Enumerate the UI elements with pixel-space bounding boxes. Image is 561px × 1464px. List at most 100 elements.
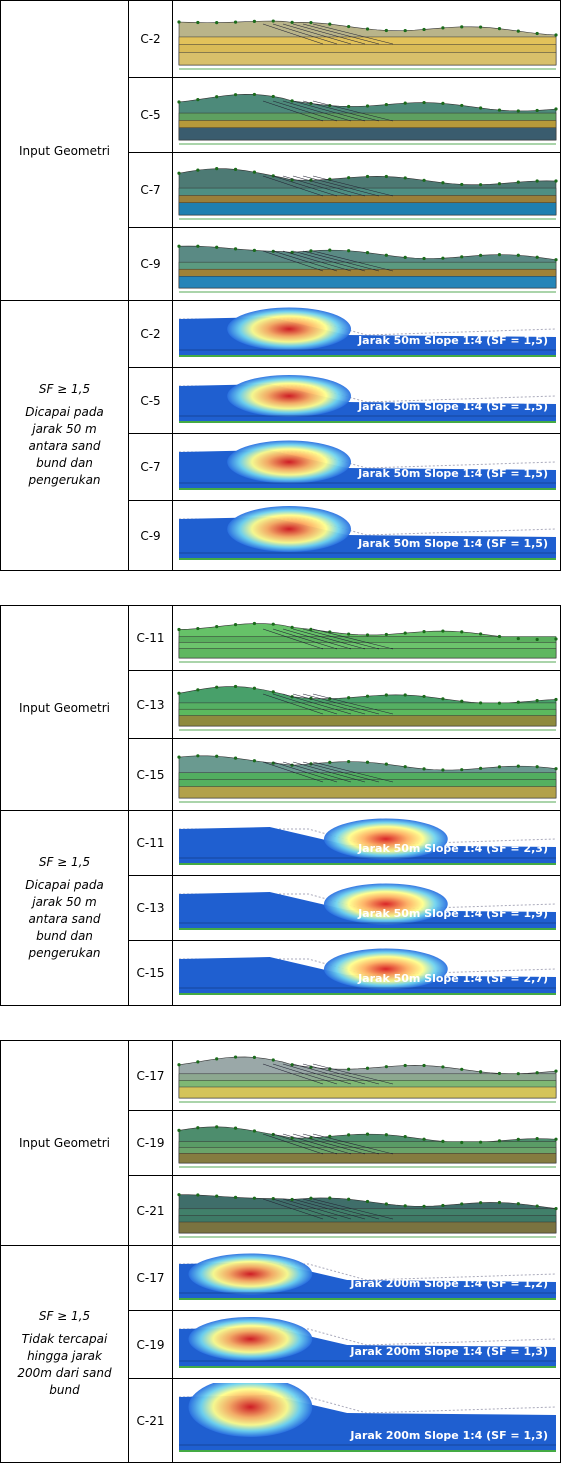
node	[328, 1195, 332, 1200]
line	[292, 628, 366, 649]
row: C-19 Jarak 200m Slope 1:4 (SF = 1,3)	[1, 1310, 561, 1379]
node	[233, 92, 238, 96]
node	[233, 1054, 238, 1059]
image-cell	[172, 738, 561, 811]
section-cell: C-9	[128, 227, 173, 301]
node	[177, 1062, 181, 1066]
node	[271, 622, 275, 626]
line	[272, 175, 338, 196]
row: C-19	[1, 1110, 561, 1176]
image-cell: Jarak 50m Slope 1:4 (SF = 1,5)	[172, 367, 561, 434]
line	[272, 761, 338, 782]
node	[328, 248, 332, 252]
layer	[178, 1221, 557, 1233]
node	[196, 1059, 200, 1063]
node	[403, 175, 407, 180]
image-cell	[172, 152, 561, 228]
line	[292, 100, 366, 121]
row: C-15 Jarak 50m Slope 1:4 (SF = 2,7)	[1, 940, 561, 1006]
node	[347, 104, 351, 108]
node	[177, 19, 181, 24]
layer	[178, 275, 557, 288]
node	[497, 764, 502, 768]
node	[347, 1197, 351, 1201]
label-cell: SF ≥ 1,5 Dicapai pada jarak 50 m antara s…	[0, 300, 129, 571]
image-cell	[172, 1110, 561, 1176]
row: C-15	[1, 738, 561, 811]
row: Input Geometri C-2	[0, 0, 561, 301]
geometry-label: Input Geometri	[19, 143, 110, 158]
hotspot	[188, 1382, 313, 1437]
node	[196, 1192, 200, 1197]
node	[215, 624, 219, 628]
node	[384, 632, 388, 636]
node	[479, 766, 483, 770]
geometry-figure	[177, 753, 558, 802]
sf-label: SF ≥ 1,5	[38, 1309, 91, 1323]
node	[365, 1199, 370, 1203]
layer	[178, 647, 557, 658]
result-figure: Jarak 200m Slope 1:4 (SF = 1,3)	[179, 1316, 557, 1368]
node	[384, 102, 388, 106]
node	[460, 254, 464, 258]
node	[441, 101, 445, 105]
line	[292, 175, 366, 196]
caption: Jarak 50m Slope 1:4 (SF = 1,5)	[357, 400, 548, 413]
caption: Jarak 50m Slope 1:4 (SF = 1,9)	[357, 907, 548, 920]
caption: Jarak 50m Slope 1:4 (SF = 2,3)	[357, 842, 548, 855]
node	[215, 94, 219, 98]
section-cell: C-15	[128, 940, 173, 1006]
section-cell: C-11	[128, 605, 173, 671]
line	[262, 628, 324, 649]
node	[215, 685, 219, 689]
image-cell	[172, 1040, 561, 1111]
node	[554, 766, 558, 770]
node	[215, 166, 219, 170]
geometry-figure	[177, 1054, 558, 1102]
node	[328, 760, 332, 764]
node	[497, 1071, 502, 1075]
node	[177, 627, 181, 631]
node	[196, 687, 200, 691]
image-cell: Jarak 50m Slope 1:4 (SF = 1,5)	[172, 433, 561, 501]
node	[384, 692, 388, 697]
node	[554, 1137, 558, 1141]
result-figure: Jarak 200m Slope 1:4 (SF = 1,3)	[179, 1382, 557, 1452]
result-figure: Jarak 50m Slope 1:4 (SF = 1,5)	[179, 505, 557, 560]
line	[302, 693, 380, 714]
node	[403, 101, 407, 105]
line	[272, 628, 338, 649]
node	[328, 22, 332, 26]
node	[479, 253, 483, 257]
node	[460, 629, 464, 633]
node	[177, 755, 181, 759]
node	[309, 248, 313, 252]
node	[535, 764, 539, 768]
line	[262, 1063, 324, 1084]
node	[196, 1125, 200, 1129]
node	[215, 20, 219, 24]
node	[535, 698, 539, 702]
node	[535, 108, 539, 112]
node	[403, 255, 407, 259]
node	[422, 1063, 426, 1067]
result-figure: Jarak 50m Slope 1:4 (SF = 2,3)	[179, 818, 557, 865]
line	[282, 693, 352, 714]
node	[252, 686, 256, 690]
node	[479, 1069, 483, 1073]
geometry-label: Input Geometri	[19, 701, 110, 715]
node	[215, 245, 219, 249]
node	[479, 700, 483, 705]
section-cell: C-5	[128, 367, 173, 434]
result-figure: Jarak 50m Slope 1:4 (SF = 1,5)	[179, 374, 557, 423]
caption: Jarak 200m Slope 1:4 (SF = 1,3)	[349, 1429, 548, 1442]
section-cell: C-11	[128, 810, 173, 876]
result-figure: Jarak 50m Slope 1:4 (SF = 1,9)	[179, 883, 557, 930]
node	[384, 174, 388, 178]
line	[312, 628, 394, 649]
node	[441, 1064, 445, 1069]
node	[290, 1197, 294, 1201]
node	[554, 697, 558, 701]
line	[282, 100, 352, 121]
layer	[178, 202, 557, 215]
